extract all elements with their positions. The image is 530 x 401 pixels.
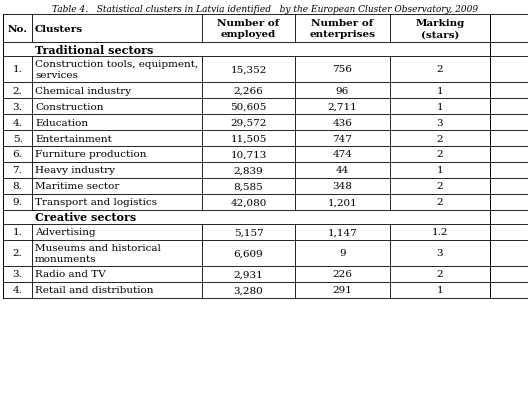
Text: 3: 3 [437, 249, 443, 258]
Text: 1.: 1. [13, 65, 22, 74]
Text: Transport and logistics: Transport and logistics [35, 198, 157, 207]
Text: 3,280: 3,280 [234, 286, 263, 295]
Text: 96: 96 [336, 86, 349, 95]
Text: 42,080: 42,080 [231, 198, 267, 207]
Text: 8,585: 8,585 [234, 182, 263, 191]
Text: 1,147: 1,147 [328, 228, 357, 237]
Text: 4.: 4. [13, 118, 22, 127]
Text: Chemical industry: Chemical industry [35, 86, 131, 95]
Text: Radio and TV: Radio and TV [35, 270, 106, 279]
Text: 1: 1 [437, 286, 443, 295]
Text: 5,157: 5,157 [234, 228, 263, 237]
Text: 6.: 6. [13, 150, 22, 159]
Text: Advertising: Advertising [35, 228, 95, 237]
Text: 348: 348 [332, 182, 352, 191]
Text: 44: 44 [336, 166, 349, 175]
Text: 2: 2 [437, 150, 443, 159]
Text: 2: 2 [437, 182, 443, 191]
Text: Table 4.   Statistical clusters in Latvia identified   by the European Cluster O: Table 4. Statistical clusters in Latvia … [52, 5, 478, 14]
Text: Construction tools, equipment,
services: Construction tools, equipment, services [35, 60, 198, 80]
Text: Clusters: Clusters [35, 24, 83, 33]
Text: 1: 1 [437, 166, 443, 175]
Text: 1: 1 [437, 102, 443, 111]
Text: 11,505: 11,505 [231, 134, 267, 143]
Text: 2,839: 2,839 [234, 166, 263, 175]
Text: Traditional sectors: Traditional sectors [35, 45, 153, 55]
Text: 8.: 8. [13, 182, 22, 191]
Text: Maritime sector: Maritime sector [35, 182, 119, 191]
Text: No.: No. [7, 24, 28, 33]
Text: 1: 1 [437, 86, 443, 95]
Text: 3.: 3. [13, 102, 22, 111]
Text: Construction: Construction [35, 102, 103, 111]
Text: 2,266: 2,266 [234, 86, 263, 95]
Text: 2: 2 [437, 65, 443, 74]
Text: 436: 436 [332, 118, 352, 127]
Text: 2.: 2. [13, 249, 22, 258]
Text: 10,713: 10,713 [231, 150, 267, 159]
Text: 1,201: 1,201 [328, 198, 357, 207]
Text: 1.: 1. [13, 228, 22, 237]
Text: Marking
(stars): Marking (stars) [416, 19, 465, 39]
Text: 474: 474 [332, 150, 352, 159]
Text: 2,711: 2,711 [328, 102, 357, 111]
Text: 2.: 2. [13, 86, 22, 95]
Text: 3.: 3. [13, 270, 22, 279]
Text: 2: 2 [437, 198, 443, 207]
Text: 6,609: 6,609 [234, 249, 263, 258]
Text: Entertainment: Entertainment [35, 134, 112, 143]
Text: 9: 9 [339, 249, 346, 258]
Text: Museums and historical
monuments: Museums and historical monuments [35, 243, 161, 263]
Text: 3: 3 [437, 118, 443, 127]
Text: Number of
employed: Number of employed [217, 19, 279, 39]
Text: Furniture production: Furniture production [35, 150, 146, 159]
Text: 7.: 7. [13, 166, 22, 175]
Text: Creative sectors: Creative sectors [35, 212, 136, 223]
Text: 2: 2 [437, 270, 443, 279]
Text: Education: Education [35, 118, 88, 127]
Text: 2: 2 [437, 134, 443, 143]
Text: 291: 291 [332, 286, 352, 295]
Text: 29,572: 29,572 [231, 118, 267, 127]
Text: 4.: 4. [13, 286, 22, 295]
Text: Number of
enterprises: Number of enterprises [310, 19, 375, 39]
Text: 1.2: 1.2 [432, 228, 448, 237]
Text: 226: 226 [332, 270, 352, 279]
Text: 2,931: 2,931 [234, 270, 263, 279]
Text: Retail and distribution: Retail and distribution [35, 286, 154, 295]
Text: 5.: 5. [13, 134, 22, 143]
Text: 15,352: 15,352 [231, 65, 267, 74]
Text: 50,605: 50,605 [231, 102, 267, 111]
Text: 756: 756 [332, 65, 352, 74]
Text: Heavy industry: Heavy industry [35, 166, 115, 175]
Text: 9.: 9. [13, 198, 22, 207]
Text: 747: 747 [332, 134, 352, 143]
